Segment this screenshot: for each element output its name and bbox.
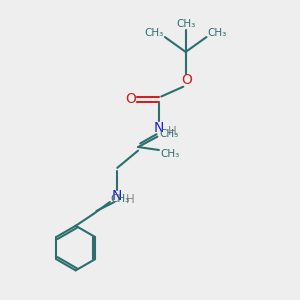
- Text: CH₃: CH₃: [159, 129, 178, 139]
- Text: CH₃: CH₃: [145, 28, 164, 38]
- Text: CH₃: CH₃: [160, 148, 180, 159]
- Text: N: N: [154, 121, 164, 135]
- Text: N: N: [112, 189, 122, 203]
- Text: O: O: [182, 73, 193, 87]
- Text: H: H: [125, 193, 134, 206]
- Text: H: H: [168, 125, 177, 138]
- Text: CH₃: CH₃: [207, 28, 226, 38]
- Text: O: O: [125, 92, 136, 106]
- Text: CH₃: CH₃: [176, 19, 195, 29]
- Text: CH₃: CH₃: [111, 194, 130, 204]
